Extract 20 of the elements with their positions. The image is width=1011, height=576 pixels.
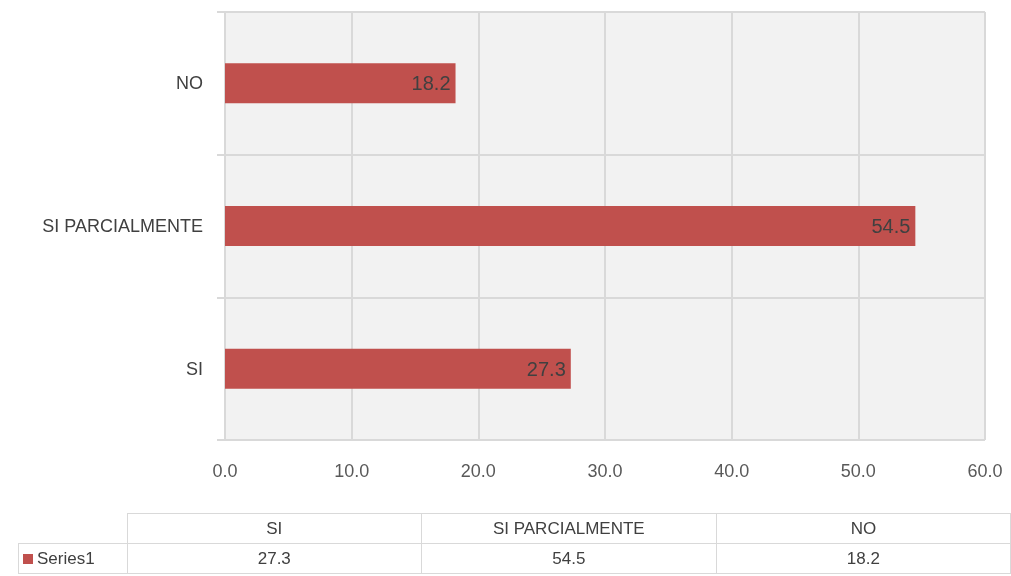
x-tick-label: 60.0 [967,461,1003,481]
data-label: 18.2 [411,72,451,95]
x-tick-label: 50.0 [840,461,876,481]
text: 54.5 [421,543,717,574]
x-tick-label: 30.0 [587,461,623,481]
x-tick-label: 0.0 [212,461,238,481]
text: 27.3 [127,543,422,574]
text: 18.2 [716,543,1011,574]
x-tick-label: 20.0 [460,461,496,481]
y-tick-label: SI PARCIALMENTE [42,216,203,236]
category-label: NO [850,518,877,538]
data-label: 27.3 [526,357,566,380]
category-label: SI [266,518,283,538]
legend-label: Series1 [18,543,128,574]
x-tick-label: 40.0 [714,461,750,481]
y-tick-label: SI [185,358,203,379]
x-tick-label: 10.0 [334,461,370,481]
category-label: SI PARCIALMENTE [492,518,645,538]
data-label: 54.5 [871,215,911,237]
y-tick-label: NO [176,73,203,94]
